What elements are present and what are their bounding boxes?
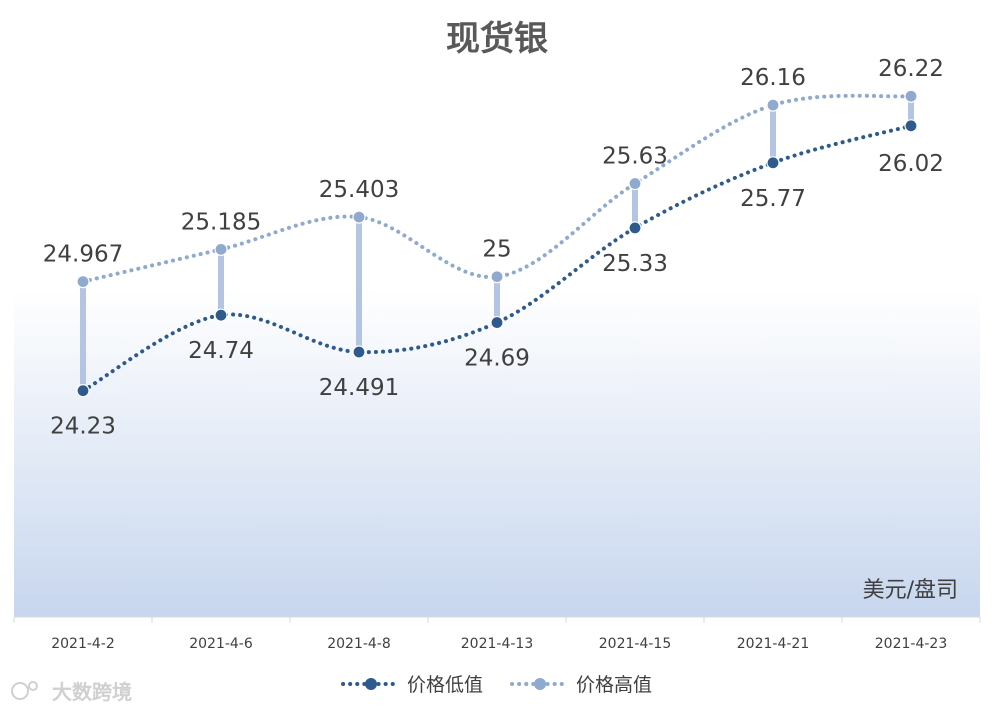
- watermark-logo-dot-icon: [28, 681, 38, 691]
- x-tick-label: 2021-4-8: [327, 636, 391, 652]
- data-point-high: [352, 210, 366, 224]
- data-label-low: 24.491: [319, 375, 399, 401]
- data-point-low: [352, 345, 366, 359]
- legend-item-high: 价格高值: [510, 674, 652, 696]
- data-label-low: 24.69: [464, 346, 530, 372]
- x-axis: 2021-4-2 2021-4-6 2021-4-8 2021-4-13 2021-4-…: [13, 616, 981, 652]
- data-point-low: [766, 156, 780, 170]
- x-tick-label: 2021-4-21: [737, 636, 809, 652]
- chart-title: 现货银: [446, 19, 548, 59]
- data-label-low: 24.74: [188, 338, 254, 364]
- range-bars: [80, 96, 914, 391]
- watermark-logo-icon: [11, 682, 29, 700]
- data-point-low: [628, 221, 642, 235]
- x-tick-label: 2021-4-15: [599, 636, 671, 652]
- data-labels: 24.23 24.74 24.491 24.69 25.33 25.77 26.02 24.9…: [43, 56, 944, 439]
- data-point-high: [76, 275, 90, 289]
- unit-label: 美元/盘司: [863, 578, 958, 603]
- x-tick-label: 2021-4-23: [875, 636, 947, 652]
- data-point-high: [904, 89, 918, 103]
- legend-marker-swatch: [365, 678, 377, 690]
- x-tick-label: 2021-4-13: [461, 636, 533, 652]
- legend: 价格低值 价格高值: [341, 674, 652, 696]
- watermark-text: 大数跨境: [52, 680, 132, 704]
- x-tick-label: 2021-4-6: [189, 636, 253, 652]
- data-label-low: 25.77: [740, 186, 806, 212]
- data-label-high: 26.16: [740, 65, 806, 91]
- data-point-high: [628, 176, 642, 191]
- x-tick-label: 2021-4-2: [51, 636, 115, 652]
- data-label-high: 25.403: [319, 177, 399, 203]
- data-label-low: 25.33: [602, 251, 668, 277]
- data-point-high: [766, 98, 780, 112]
- data-point-low: [214, 308, 228, 322]
- legend-item-low: 价格低值: [341, 674, 483, 696]
- series-markers: [76, 89, 918, 398]
- data-label-high: 25: [482, 237, 511, 263]
- data-label-high: 24.967: [43, 242, 123, 268]
- plot-area-background: [14, 290, 980, 617]
- data-label-low: 24.23: [50, 414, 116, 440]
- legend-marker-swatch: [534, 678, 546, 690]
- legend-label: 价格高值: [576, 674, 652, 696]
- watermark: 大数跨境: [11, 680, 132, 704]
- data-point-low: [76, 384, 90, 398]
- data-point-high: [214, 242, 228, 256]
- data-label-low: 26.02: [878, 151, 944, 177]
- legend-label: 价格低值: [407, 674, 483, 696]
- data-label-high: 25.63: [602, 144, 668, 170]
- data-point-low: [904, 119, 918, 133]
- data-point-high: [490, 270, 504, 284]
- data-label-high: 26.22: [878, 56, 944, 82]
- data-point-low: [490, 315, 504, 330]
- data-label-high: 25.185: [181, 209, 261, 235]
